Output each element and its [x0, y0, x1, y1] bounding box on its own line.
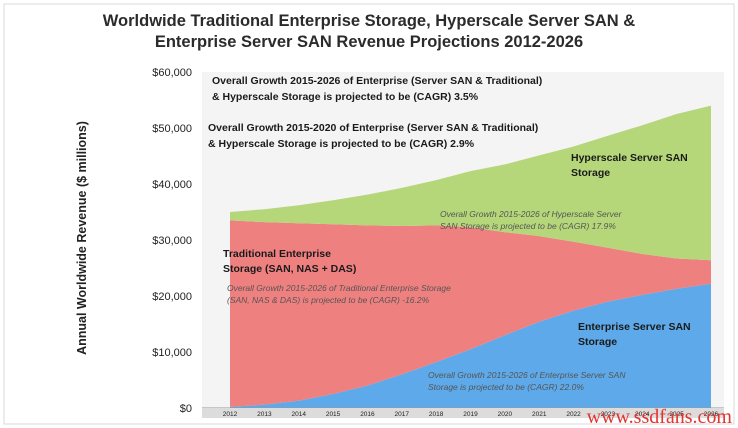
x-tick-label: 2015: [326, 411, 341, 418]
x-tick-label: 2016: [360, 411, 375, 418]
cagr-note-hyperscale: Overall Growth 2015-2026 of Hyperscale S…: [440, 209, 623, 231]
x-tick-label: 2014: [291, 411, 306, 418]
cagr-note-enterprise: Overall Growth 2015-2026 of Enterprise S…: [428, 370, 626, 392]
x-tick-label: 2025: [669, 411, 684, 418]
x-tick-label: 2013: [257, 411, 272, 418]
area-hyperscale: [230, 105, 711, 261]
y-axis-label: Annual Worldwide Revenue ($ millions): [75, 121, 89, 355]
y-tick-label: $30,000: [152, 235, 192, 247]
x-tick-label: 2017: [395, 411, 410, 418]
x-tick-label: 2023: [601, 411, 616, 418]
y-tick-label: $10,000: [152, 347, 192, 359]
x-tick-label: 2021: [532, 411, 547, 418]
x-tick-label: 2012: [223, 411, 238, 418]
chart-title: Worldwide Traditional Enterprise Storage…: [103, 12, 636, 51]
annotation-overall-2015-2026: Overall Growth 2015-2026 of Enterprise (…: [212, 75, 542, 103]
watermark-text: www.ssdfans.com: [587, 406, 733, 428]
y-tick-label: $0: [180, 403, 192, 415]
area-enterprise: [230, 283, 711, 408]
x-tick-label: 2018: [429, 411, 444, 418]
area-traditional: [230, 220, 711, 407]
x-axis-strip: [202, 408, 724, 418]
y-tick-label: $50,000: [152, 123, 192, 135]
y-tick-label: $60,000: [152, 67, 192, 79]
series-label-traditional: Traditional Enterprise Storage (SAN, NAS …: [223, 248, 356, 275]
annotation-overall-2015-2020: Overall Growth 2015-2020 of Enterprise (…: [208, 122, 538, 150]
y-tick-label: $40,000: [152, 179, 192, 191]
x-tick-label: 2022: [566, 411, 581, 418]
y-tick-label: $20,000: [152, 291, 192, 303]
cagr-note-traditional: Overall Growth 2015-2026 of Traditional …: [227, 283, 451, 305]
x-tick-label: 2026: [704, 411, 719, 418]
x-tick-label: 2020: [498, 411, 513, 418]
chart-border: [3, 3, 735, 425]
series-label-hyperscale: Hyperscale Server SAN Storage: [571, 152, 688, 179]
series-label-enterprise: Enterprise Server SAN Storage: [578, 321, 691, 348]
x-tick-label: 2019: [463, 411, 478, 418]
x-tick-label: 2024: [635, 411, 650, 418]
